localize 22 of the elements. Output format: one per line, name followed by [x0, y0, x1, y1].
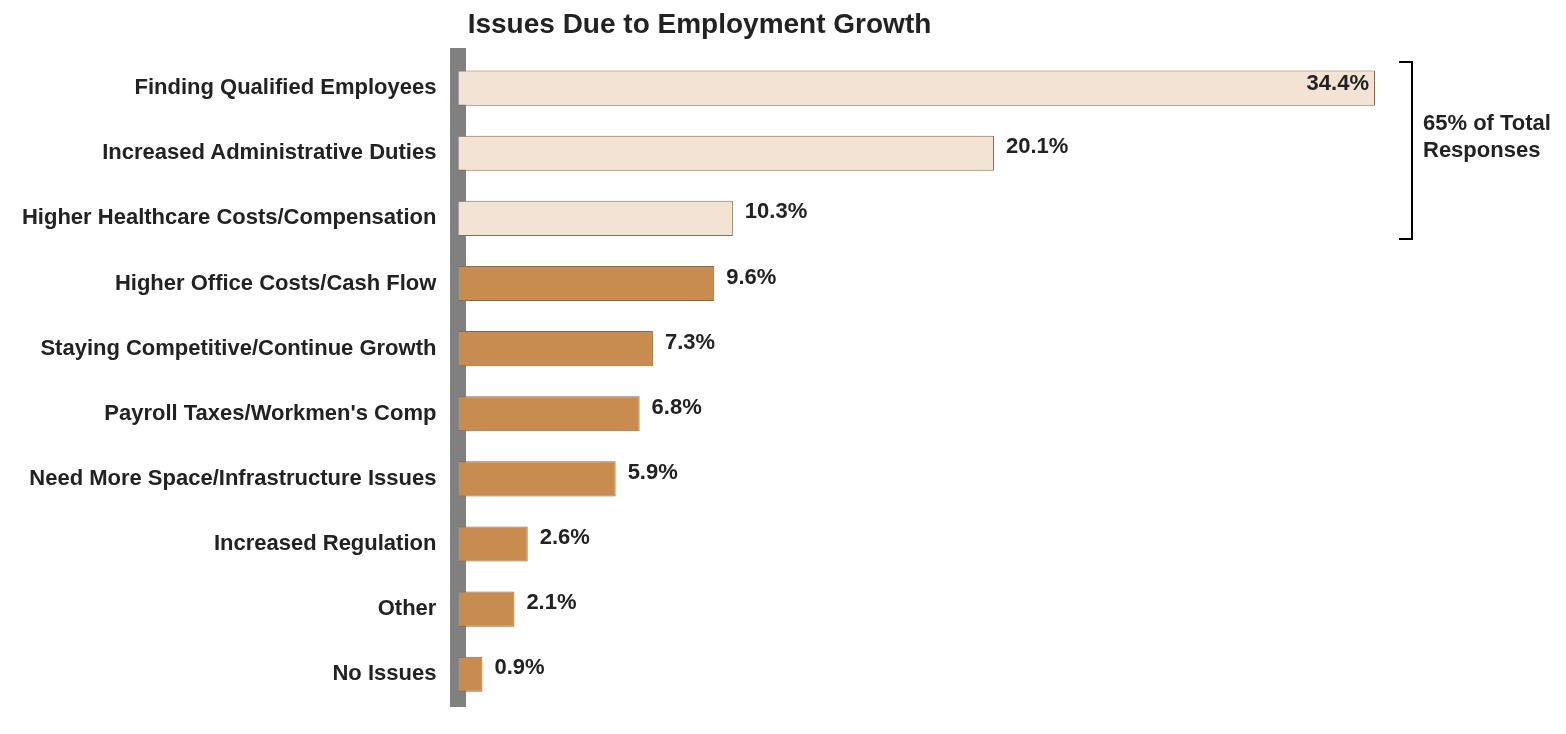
data-label: 10.3%	[744, 198, 808, 224]
data-label: 2.1%	[526, 589, 577, 615]
y-tick-label: Other	[377, 595, 437, 621]
y-tick-label: Higher Healthcare Costs/Compensation	[21, 204, 437, 230]
data-label: 5.9%	[627, 458, 678, 484]
y-tick-label: Higher Office Costs/Cash Flow	[114, 269, 438, 295]
data-label: 7.3%	[664, 328, 716, 354]
y-tick-label: Payroll Taxes/Workmen's Comp	[104, 399, 437, 425]
data-label: 2.6%	[539, 524, 590, 550]
data-label: 34.4%	[1306, 70, 1370, 96]
y-tick-label: Increased Administrative Duties	[102, 139, 437, 165]
y-tick-label: No Issues	[332, 660, 437, 686]
data-label: 6.8%	[651, 393, 702, 419]
data-label: 20.1%	[1005, 133, 1069, 159]
data-label: 0.9%	[494, 654, 545, 680]
y-tick-label: Need More Space/Infrastructure Issues	[29, 464, 437, 490]
y-tick-label: Increased Regulation	[213, 530, 437, 556]
text: 65% of Total Responses	[1423, 110, 1552, 164]
y-tick-label: Finding Qualified Employees	[134, 74, 437, 100]
chart-title: Issues Due to Employment Growth	[467, 7, 932, 39]
data-label: 9.6%	[726, 263, 777, 289]
y-tick-label: Staying Competitive/Continue Growth	[40, 334, 437, 360]
